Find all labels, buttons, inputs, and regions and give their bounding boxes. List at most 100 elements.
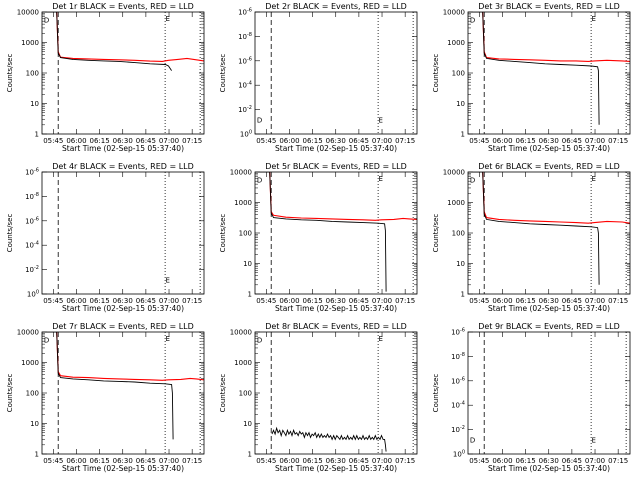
marker-label: E <box>592 436 596 444</box>
y-tick-label: 10-6 <box>25 216 39 225</box>
y-tick-label: 10-2 <box>238 105 252 114</box>
chart-det-9: Det 9r BLACK = Events, RED = LLD 100 10-2 1… <box>432 322 631 473</box>
y-tick-label: 100 <box>27 290 39 299</box>
x-tick-label: 06:30 <box>539 297 559 305</box>
events-series-line <box>42 332 174 440</box>
chart-title: Det 4r BLACK = Events, RED = LLD <box>52 162 194 171</box>
y-tick-label: 10000 <box>17 329 39 337</box>
y-tick-label: 10-6 <box>238 56 252 65</box>
y-tick-label: 1 <box>461 131 465 139</box>
x-tick-label: 05:45 <box>469 137 489 145</box>
y-tick-label: 10 <box>243 420 252 428</box>
x-tick-label: 06:45 <box>136 457 156 465</box>
y-axis-label: Counts/sec <box>6 214 14 253</box>
x-tick-label: 06:00 <box>492 297 512 305</box>
x-tick-label: 07:00 <box>585 457 605 465</box>
chart-det-1: Det 1r BLACK = Events, RED = LLD 1 10 100 10… <box>6 2 205 153</box>
y-tick-label: 10-8 <box>451 352 465 361</box>
marker-label: D <box>470 436 475 444</box>
y-tick-label: 10-4 <box>25 241 39 250</box>
chart-title: Det 5r BLACK = Events, RED = LLD <box>265 162 407 171</box>
y-tick-label: 100 <box>452 230 465 238</box>
marker-label: D <box>257 116 262 124</box>
events-series-line <box>468 172 600 285</box>
x-tick-label: 07:00 <box>159 137 179 145</box>
y-tick-label: 10000 <box>17 9 39 17</box>
chart-title: Det 6r BLACK = Events, RED = LLD <box>478 162 620 171</box>
plot-frame <box>254 331 418 455</box>
marker-label: E <box>166 15 170 23</box>
y-tick-label: 10-2 <box>451 425 465 434</box>
x-tick-label: 06:30 <box>326 457 346 465</box>
y-tick-label: 10000 <box>443 9 465 17</box>
x-tick-label: 05:45 <box>469 297 489 305</box>
x-tick-label: 06:15 <box>303 297 323 305</box>
x-tick-label: 05:45 <box>256 457 276 465</box>
x-tick-label: 06:15 <box>90 137 110 145</box>
x-tick-label: 07:15 <box>182 297 202 305</box>
x-tick-label: 07:15 <box>395 457 415 465</box>
chart-title: Det 9r BLACK = Events, RED = LLD <box>478 322 620 331</box>
chart-det-3: Det 3r BLACK = Events, RED = LLD 1 10 100 10… <box>432 2 631 153</box>
chart-title: Det 8r BLACK = Events, RED = LLD <box>265 322 407 331</box>
plot-frame <box>41 171 205 295</box>
y-tick-label: 10-6 <box>238 8 252 17</box>
y-tick-label: 10000 <box>230 329 252 337</box>
x-tick-label: 07:15 <box>608 457 628 465</box>
x-tick-label: 06:15 <box>303 137 323 145</box>
x-axis-label: Start Time (02-Sep-15 05:37:40) <box>62 304 184 313</box>
marker-label: D <box>257 176 262 184</box>
x-tick-label: 05:45 <box>43 137 63 145</box>
plot-frame <box>467 331 631 455</box>
x-tick-label: 06:15 <box>90 297 110 305</box>
x-tick-label: 06:30 <box>539 137 559 145</box>
x-tick-label: 06:45 <box>349 137 369 145</box>
marker-label: D <box>44 336 49 344</box>
marker-label: D <box>470 176 475 184</box>
y-tick-label: 1 <box>35 131 39 139</box>
y-axis-label: Counts/sec <box>6 374 14 413</box>
y-tick-label: 10 <box>30 100 39 108</box>
x-tick-label: 06:00 <box>66 137 86 145</box>
y-tick-label: 1 <box>35 451 39 459</box>
x-tick-label: 06:15 <box>90 457 110 465</box>
x-tick-label: 06:30 <box>113 297 133 305</box>
x-tick-label: 06:45 <box>136 297 156 305</box>
y-tick-label: 1000 <box>21 359 39 367</box>
x-tick-label: 06:30 <box>113 137 133 145</box>
plot-frame <box>41 11 205 135</box>
x-axis-label: Start Time (02-Sep-15 05:37:40) <box>62 144 184 153</box>
marker-label: D <box>470 16 475 24</box>
marker-label: E <box>379 335 383 343</box>
x-tick-label: 06:15 <box>303 457 323 465</box>
y-tick-label: 10-8 <box>238 32 252 41</box>
y-tick-label: 10-4 <box>238 81 252 90</box>
x-tick-label: 06:00 <box>279 457 299 465</box>
chart-det-2: Det 2r BLACK = Events, RED = LLD 100 10-2 1… <box>219 2 418 153</box>
series-group <box>468 172 630 285</box>
x-tick-label: 06:15 <box>516 137 536 145</box>
x-tick-label: 06:45 <box>349 457 369 465</box>
y-tick-label: 10 <box>456 100 465 108</box>
y-tick-label: 10 <box>456 260 465 268</box>
plot-frame <box>254 171 418 295</box>
y-tick-label: 10-6 <box>451 376 465 385</box>
y-tick-label: 1 <box>461 291 465 299</box>
y-tick-label: 1000 <box>447 39 465 47</box>
y-axis-label: Counts/sec <box>219 54 227 93</box>
series-group <box>271 426 387 452</box>
marker-label: E <box>379 116 383 124</box>
y-tick-label: 10-8 <box>25 192 39 201</box>
x-tick-label: 06:15 <box>516 297 536 305</box>
x-tick-label: 06:00 <box>279 297 299 305</box>
chart-det-6: Det 6r BLACK = Events, RED = LLD 1 10 100 10… <box>432 162 631 313</box>
events-series-line <box>42 12 172 71</box>
y-axis-label: Counts/sec <box>432 54 440 93</box>
y-tick-label: 10-2 <box>25 265 39 274</box>
series-group <box>255 172 417 292</box>
x-tick-label: 07:15 <box>395 297 415 305</box>
x-tick-label: 05:45 <box>256 137 276 145</box>
x-axis-label: Start Time (02-Sep-15 05:37:40) <box>275 464 397 473</box>
events-series-line <box>255 172 387 292</box>
y-axis-label: Counts/sec <box>219 214 227 253</box>
